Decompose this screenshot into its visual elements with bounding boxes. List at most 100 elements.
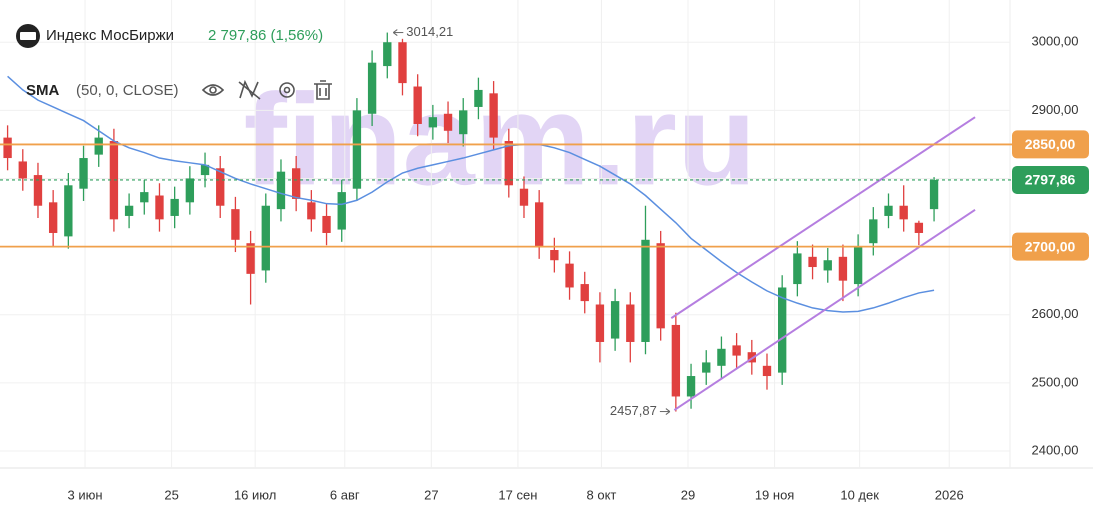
candle-body <box>823 260 832 271</box>
y-tick-label: 3000,00 <box>1032 34 1079 49</box>
candle-body <box>261 205 270 271</box>
candle-body <box>793 253 802 285</box>
candle-body <box>383 42 392 67</box>
visibility-icon[interactable] <box>201 84 225 96</box>
annotation-arrowhead <box>392 29 398 36</box>
x-tick-label: 29 <box>681 487 695 502</box>
candle-body <box>124 205 134 216</box>
channel-line <box>670 116 976 319</box>
candle-body <box>18 161 27 179</box>
x-tick-label: 25 <box>164 487 178 502</box>
candle-body <box>808 256 817 268</box>
candle-body <box>732 345 741 356</box>
y-tick-label: 2900,00 <box>1032 102 1079 117</box>
candle-body <box>565 263 574 288</box>
candle-body <box>291 168 301 199</box>
candle-body <box>200 164 210 176</box>
y-tick-label: 2600,00 <box>1032 306 1079 321</box>
candle-body <box>580 284 589 302</box>
candle-body <box>3 137 12 159</box>
level-badge <box>1012 165 1089 194</box>
candle-body <box>33 175 43 206</box>
x-tick-label: 2026 <box>935 487 964 502</box>
candle-body <box>610 301 620 339</box>
level-badge <box>1012 232 1089 261</box>
candle-body <box>216 168 225 206</box>
candle-body <box>671 324 681 397</box>
candle-body <box>307 202 316 220</box>
candle-body <box>899 205 908 220</box>
level-badge <box>1012 130 1089 159</box>
quote: 2 797,86 (1,56%) <box>208 27 323 44</box>
candle-body <box>79 158 88 189</box>
settings-icon[interactable] <box>279 82 295 98</box>
x-tick-label: 8 окт <box>587 487 617 502</box>
candle-body <box>94 137 103 155</box>
y-tick-label: 2500,00 <box>1032 374 1079 389</box>
candle-body <box>140 192 149 203</box>
instrument-name: Индекс МосБиржи <box>46 27 174 44</box>
candle-body <box>838 256 848 281</box>
candle-body <box>534 202 544 247</box>
candle-body <box>884 205 893 216</box>
candle-body <box>64 185 73 237</box>
x-tick-label: 10 дек <box>840 487 879 502</box>
candle-body <box>641 239 650 342</box>
indicator-name[interactable]: SMA <box>26 82 60 99</box>
candle-body <box>702 362 711 373</box>
candle-body <box>398 42 407 84</box>
candle-body <box>109 141 119 220</box>
candle-body <box>428 117 438 128</box>
candle-body <box>489 93 498 138</box>
candle-body <box>686 376 696 397</box>
candle-body <box>626 304 635 342</box>
candle-body <box>459 110 468 135</box>
x-tick-label: 19 ноя <box>755 487 795 502</box>
candle-body <box>595 304 605 342</box>
delete-icon[interactable] <box>314 80 332 100</box>
candle-body <box>474 89 483 107</box>
logo-mark <box>20 32 36 40</box>
x-tick-label: 3 июн <box>68 487 103 502</box>
candle-body <box>550 250 559 261</box>
candle-body <box>504 141 513 186</box>
x-tick-label: 6 авг <box>330 487 360 502</box>
candle-body <box>185 178 195 203</box>
candle-body <box>322 215 331 233</box>
candle-body <box>231 209 240 240</box>
sma-line <box>7 75 935 313</box>
candle-body <box>656 243 665 329</box>
candle-body <box>717 348 726 366</box>
candle-body <box>853 246 863 285</box>
channel-line <box>673 208 976 411</box>
level-label: 2797,86 <box>1025 172 1076 188</box>
candle-body <box>337 192 346 230</box>
annotation-arrowhead <box>665 408 671 415</box>
candle-body <box>443 113 453 131</box>
x-tick-label: 16 июл <box>234 487 276 502</box>
level-label: 2700,00 <box>1025 238 1076 254</box>
candle-body <box>246 243 255 274</box>
candle-body <box>367 62 377 114</box>
candle-body <box>869 219 878 244</box>
x-tick-label: 17 сен <box>498 487 537 502</box>
x-tick-label: 27 <box>424 487 438 502</box>
indicator-params: (50, 0, CLOSE) <box>76 82 179 99</box>
candle-body <box>929 179 939 210</box>
candle-body <box>170 198 179 216</box>
candle-body <box>914 222 924 233</box>
candle-body <box>762 365 772 377</box>
candle-body <box>747 352 756 363</box>
candle-body <box>155 195 164 220</box>
y-tick-label: 2400,00 <box>1032 442 1079 457</box>
candle-body <box>778 287 787 373</box>
candle-body <box>276 171 286 210</box>
candle-body <box>519 188 529 206</box>
candle-body <box>48 202 58 233</box>
candle-body <box>352 110 362 189</box>
source-icon[interactable] <box>238 79 261 100</box>
annotation-label: 2457,87 <box>610 403 657 418</box>
candle-body <box>413 86 422 124</box>
level-label: 2850,00 <box>1025 136 1076 152</box>
